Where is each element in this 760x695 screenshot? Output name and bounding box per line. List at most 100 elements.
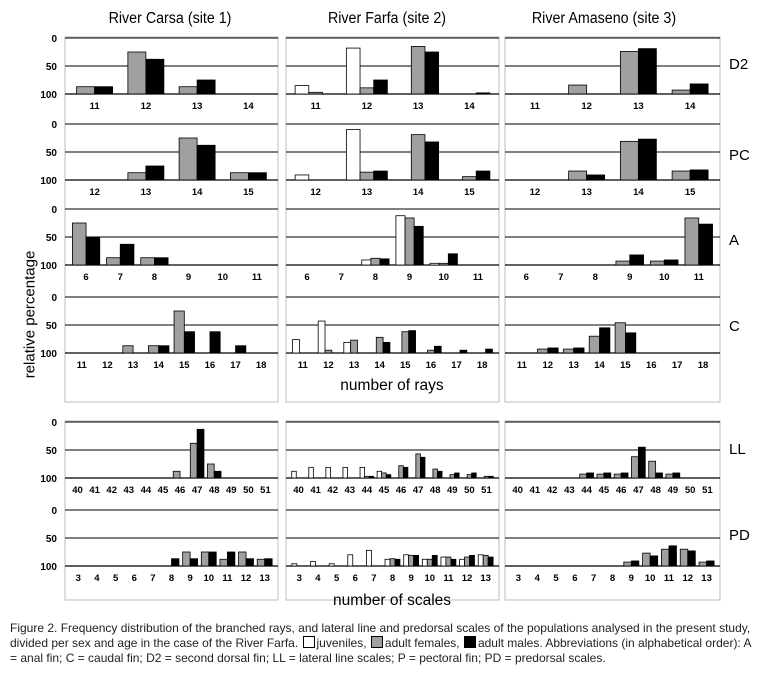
x-tick-label: 17 (451, 360, 462, 371)
bar-ll-adult-males-45 (603, 472, 612, 479)
bar-pc-adult-males-15 (247, 172, 267, 181)
y-axis-label: relative percentage (21, 250, 39, 379)
juveniles-swatch (302, 636, 315, 648)
x-tick-label: 45 (158, 485, 169, 496)
bar-pd-juveniles-9 (403, 554, 410, 567)
adult-males-swatch (463, 636, 476, 648)
caption-legend-males: adult males. (477, 636, 543, 650)
bar-d2-adult-females-13 (178, 86, 198, 95)
x-tick-label: 10 (438, 272, 449, 283)
bar-a-adult-females-6 (72, 222, 87, 266)
x-tick-label: 43 (345, 485, 356, 496)
bar-pd-adult-females-9 (408, 554, 415, 567)
bar-d2-juveniles-11 (294, 85, 310, 95)
x-tick-label: 41 (89, 485, 100, 496)
bar-pd-adult-females-10 (426, 558, 433, 567)
bar-ll-adult-males-47 (196, 428, 205, 479)
bar-ll-adult-females-50 (466, 474, 473, 479)
x-tick-label: 7 (371, 573, 376, 584)
x-tick-label: 7 (558, 272, 563, 283)
bar-pd-adult-males-10 (649, 555, 659, 567)
x-tick-label: 12 (141, 101, 152, 112)
bar-pd-adult-males-9 (630, 560, 640, 567)
x-tick-label: 11 (473, 272, 484, 283)
x-tick-label: 8 (169, 573, 174, 584)
bar-pd-adult-females-12 (679, 548, 689, 567)
bar-d2-adult-females-11 (308, 91, 323, 95)
bar-pd-adult-males-12 (687, 550, 696, 567)
row-label-pd: PD (729, 527, 750, 544)
bar-pc-adult-females-15 (462, 176, 477, 181)
bar-a-adult-males-6 (85, 236, 101, 266)
bar-ll-adult-females-46 (172, 470, 181, 479)
y-tick-label: 100 (40, 261, 57, 272)
y-tick-label: 50 (46, 321, 58, 332)
bar-pd-adult-females-10 (642, 552, 651, 567)
y-tick-label: 50 (46, 534, 58, 545)
bar-pd-adult-males-13 (706, 560, 715, 567)
bar-ll-adult-females-45 (596, 473, 605, 479)
x-tick-label: 45 (599, 485, 610, 496)
x-tick-label: 7 (591, 573, 596, 584)
bar-pd-adult-males-13 (264, 558, 273, 567)
bar-c-adult-females-13 (350, 339, 358, 354)
x-tick-label: 12 (581, 101, 592, 112)
x-tick-label: 14 (243, 101, 254, 112)
bar-c-adult-males-15 (408, 330, 416, 354)
bar-pd-adult-females-8 (389, 558, 396, 567)
x-tick-label: 13 (362, 187, 373, 198)
x-tick-label: 14 (413, 187, 424, 198)
x-tick-label: 17 (230, 360, 241, 371)
bar-a-adult-males-9 (413, 225, 424, 266)
x-tick-label: 18 (698, 360, 709, 371)
y-tick-label: 100 (40, 90, 57, 101)
bar-ll-adult-males-45 (385, 474, 392, 479)
x-tick-label: 15 (400, 360, 411, 371)
x-tick-label: 46 (616, 485, 627, 496)
bar-pd-juveniles-4 (310, 561, 316, 567)
bar-pd-adult-males-11 (668, 545, 677, 567)
figure-canvas: 0 50 100 0 50 100 0 50 100 0 50 100 0 50 100 0 50 100 11 12… (40, 34, 721, 601)
bar-a-juveniles-10 (429, 262, 440, 266)
bar-pd-adult-males-10 (431, 554, 438, 567)
x-tick-label: 12 (89, 187, 100, 198)
bar-d2-adult-females-14 (671, 89, 691, 95)
x-tick-label: 11 (77, 360, 88, 371)
x-tick-label: 49 (226, 485, 237, 496)
x-tick-label: 6 (353, 573, 358, 584)
bar-pd-adult-males-11 (227, 551, 236, 567)
x-tick-label: 3 (297, 573, 302, 584)
bar-pd-adult-females-10 (200, 551, 210, 567)
bar-ll-adult-females-49 (449, 474, 455, 479)
x-tick-label: 11 (443, 573, 454, 584)
bar-ll-adult-males-48 (655, 472, 663, 479)
x-tick-label: 41 (530, 485, 541, 496)
x-tick-label: 4 (315, 573, 321, 584)
bar-c-adult-females-12 (537, 348, 549, 354)
bar-ll-adult-females-46 (613, 473, 622, 479)
panel-frame (64, 36, 279, 403)
bar-ll-adult-males-44 (368, 475, 375, 479)
x-tick-label: 46 (396, 485, 407, 496)
bar-c-adult-males-17 (459, 349, 468, 354)
x-tick-label: 13 (480, 573, 491, 584)
bar-pd-adult-males-11 (450, 558, 457, 567)
bar-pd-adult-males-12 (469, 554, 475, 567)
bar-a-adult-males-8 (379, 258, 390, 266)
panel-frame (504, 420, 721, 601)
x-tick-label: 15 (685, 187, 696, 198)
y-tick-label: 50 (46, 148, 58, 159)
y-tick-label: 0 (51, 418, 57, 429)
x-tick-label: 5 (113, 573, 119, 584)
x-tick-label: 9 (408, 573, 413, 584)
bar-a-adult-females-8 (370, 257, 381, 266)
bar-c-adult-males-12 (547, 347, 559, 354)
x-tick-label: 10 (217, 272, 228, 283)
x-tick-label: 40 (72, 485, 83, 496)
bar-pc-adult-females-14 (410, 134, 426, 181)
bar-d2-adult-males-11 (94, 86, 114, 95)
bar-ll-adult-females-47 (415, 453, 421, 479)
bar-ll-juveniles-42 (325, 466, 331, 479)
bar-ll-adult-females-48 (432, 468, 438, 479)
bar-pc-adult-males-14 (424, 141, 440, 181)
